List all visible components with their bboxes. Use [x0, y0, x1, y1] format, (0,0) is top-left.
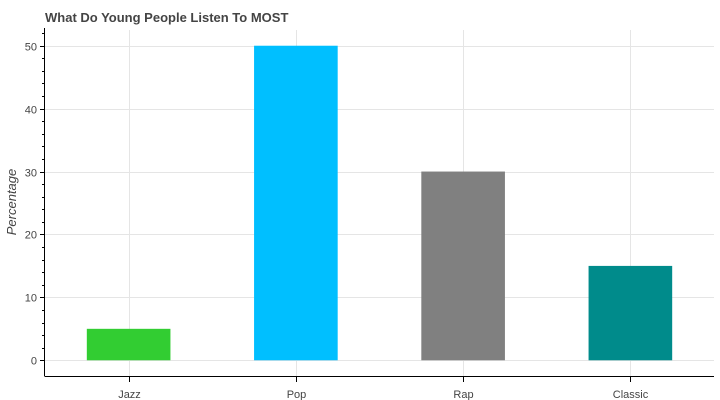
bar-classic — [588, 265, 673, 361]
y-axis-label: Percentage — [4, 169, 19, 236]
x-tick-label: Pop — [287, 389, 307, 400]
y-tick-label: 40 — [25, 105, 37, 117]
bars — [86, 45, 673, 361]
x-tick-label: Jazz — [118, 389, 141, 400]
chart-title: What Do Young People Listen To MOST — [45, 10, 288, 25]
x-tick-label: Rap — [453, 389, 473, 400]
axes: 0 10 20 30 40 50 Jazz Pop Rap Classic — [25, 28, 714, 400]
bar-jazz — [86, 328, 171, 361]
y-tick-label: 0 — [31, 356, 37, 368]
bar-pop — [254, 45, 338, 361]
y-tick-label: 30 — [25, 168, 37, 180]
y-tick-label: 20 — [25, 230, 37, 242]
x-tick-label: Classic — [613, 389, 649, 400]
y-tick-label: 50 — [25, 42, 37, 54]
y-tick-label: 10 — [25, 293, 37, 305]
bar-rap — [421, 171, 505, 361]
